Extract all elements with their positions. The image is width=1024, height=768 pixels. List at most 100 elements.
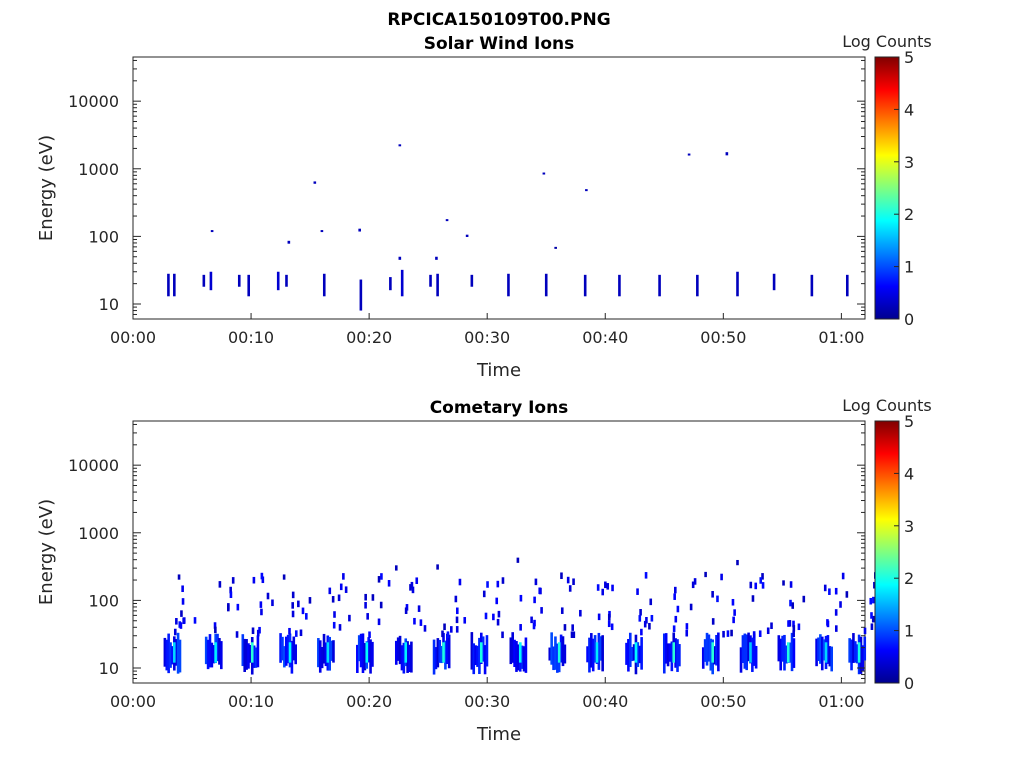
spectrogram-cell [672, 642, 676, 663]
spectrogram-cell [406, 641, 409, 673]
spectrogram-cell [852, 633, 855, 663]
spectrogram-cell [485, 635, 489, 667]
spectrogram-cell [640, 628, 643, 636]
panel-title: Solar Wind Ions [424, 34, 575, 54]
spectrogram-cell [845, 274, 849, 297]
spectrogram-cell [479, 642, 483, 663]
spectrogram-cell [707, 634, 711, 662]
spectrogram-cell [509, 637, 513, 665]
spectrogram-cell [834, 609, 838, 616]
spectrogram-cell [676, 639, 679, 672]
spectrogram-cell [465, 234, 469, 237]
spectrogram-cell [662, 633, 666, 674]
colorbar-label: Log Counts [842, 396, 932, 415]
spectrogram-cell [434, 647, 438, 670]
spectrogram-cell [495, 597, 499, 605]
spectrogram-cell [193, 617, 197, 624]
spectrogram-cell [361, 633, 365, 674]
spectrogram-cell [711, 591, 714, 598]
spectrogram-cell [604, 581, 607, 589]
spectrogram-cell [658, 274, 661, 297]
spectrogram-cell [590, 633, 593, 668]
spectrogram-cell [830, 646, 834, 672]
spectrogram-cell [572, 631, 576, 639]
colorbar-label: Log Counts [842, 32, 932, 51]
spectrogram-cell [638, 615, 642, 622]
spectrogram-cell [167, 273, 170, 297]
spectrogram-cell [447, 634, 451, 669]
spectrogram-cell [548, 647, 552, 661]
spectrogram-cell [559, 634, 563, 663]
spectrogram-cell [313, 181, 317, 184]
spectrogram-cell [595, 642, 599, 663]
spectrogram-cell [377, 618, 381, 626]
spectrogram-cell [601, 588, 605, 596]
spectrogram-cell [863, 636, 867, 661]
colorbar-tick-label: 1 [904, 622, 914, 641]
spectrogram-cell [754, 582, 758, 590]
spectrogram-cell [266, 592, 270, 600]
spectrogram-cell [501, 577, 505, 584]
spectrogram-cell [599, 636, 603, 661]
spectrogram-cell [404, 642, 408, 663]
spectrogram-cell [483, 645, 487, 675]
colorbar-tick-label: 4 [904, 100, 914, 119]
spectrogram-cell [596, 584, 600, 591]
spectrogram-cell [783, 634, 786, 671]
colorbar-tick-label: 2 [904, 205, 914, 224]
spectrogram-cell [845, 591, 849, 598]
spectrogram-cell [458, 578, 462, 586]
spectrogram-cell [260, 608, 263, 616]
spectrogram-cell [181, 585, 184, 593]
spectrogram-cell [404, 607, 408, 614]
spectrogram-cell [235, 631, 239, 638]
spectrogram-cell [441, 630, 444, 638]
spectrogram-cell [359, 279, 363, 311]
spectrogram-cell [463, 617, 467, 624]
spectrogram-cell [400, 269, 404, 297]
spectrogram-cell [455, 616, 459, 624]
spectrogram-cell [169, 642, 172, 668]
spectrogram-cell [645, 616, 648, 624]
spectrogram-cell [400, 645, 404, 671]
spectrogram-cell [342, 573, 345, 580]
spectrogram-cell [308, 597, 312, 604]
spectrogram-cell [261, 576, 265, 584]
spectrogram-cell [666, 643, 670, 667]
spectrogram-cell [726, 630, 730, 637]
spectrogram-cell [398, 635, 402, 665]
spectrogram-cell [286, 634, 290, 664]
spectrogram-cell [689, 603, 693, 611]
spectrogram-cell [365, 642, 369, 663]
x-tick-label: 00:40 [582, 692, 628, 711]
spectrogram-cell [859, 636, 863, 674]
spectrogram-cell [606, 583, 610, 590]
spectrogram-cell [533, 619, 536, 627]
spectrogram-cell [583, 274, 587, 297]
spectrogram-cell [639, 609, 642, 616]
spectrogram-cell [650, 614, 654, 622]
spectrogram-cell [411, 586, 415, 594]
spectrogram-cell [563, 644, 567, 664]
spectrogram-cell [579, 609, 582, 617]
spectrogram-cell [245, 639, 248, 670]
spectrogram-cell [474, 645, 477, 666]
spectrogram-cell [176, 632, 180, 674]
spectrogram-cell [231, 577, 235, 584]
spectrogram-cell [628, 632, 632, 667]
spectrogram-cell [643, 620, 647, 628]
spectrogram-cell [854, 641, 857, 663]
spectrogram-cell [258, 626, 261, 634]
colorbar-tick-label: 5 [904, 412, 914, 431]
spectrogram-cell [180, 610, 183, 617]
spectrogram-cell [496, 618, 500, 626]
colorbar-tick-label: 0 [904, 674, 914, 693]
spectrogram-cell [254, 647, 258, 668]
spectrogram-cell [870, 623, 874, 630]
y-tick-label: 100 [88, 227, 119, 246]
spectrogram-cell [179, 622, 183, 629]
spectrogram-cell [294, 630, 298, 637]
spectrogram-cell [402, 642, 406, 674]
spectrogram-cell [220, 641, 223, 670]
